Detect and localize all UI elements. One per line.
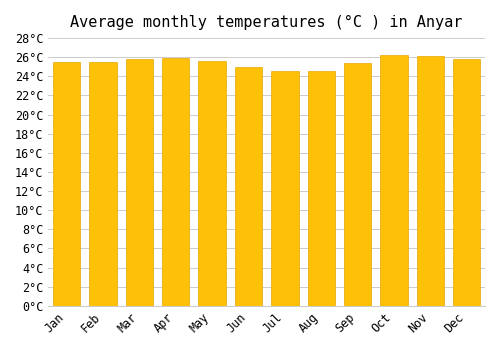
Bar: [453, 59, 480, 306]
Bar: [198, 61, 226, 306]
Title: Average monthly temperatures (°C ) in Anyar: Average monthly temperatures (°C ) in An…: [70, 15, 463, 30]
Bar: [380, 55, 407, 306]
Bar: [53, 62, 80, 306]
Bar: [271, 71, 298, 306]
Bar: [90, 62, 117, 306]
Bar: [417, 56, 444, 306]
Bar: [344, 63, 372, 306]
Bar: [235, 67, 262, 306]
Bar: [308, 71, 335, 306]
Bar: [162, 58, 190, 306]
Bar: [126, 59, 153, 306]
